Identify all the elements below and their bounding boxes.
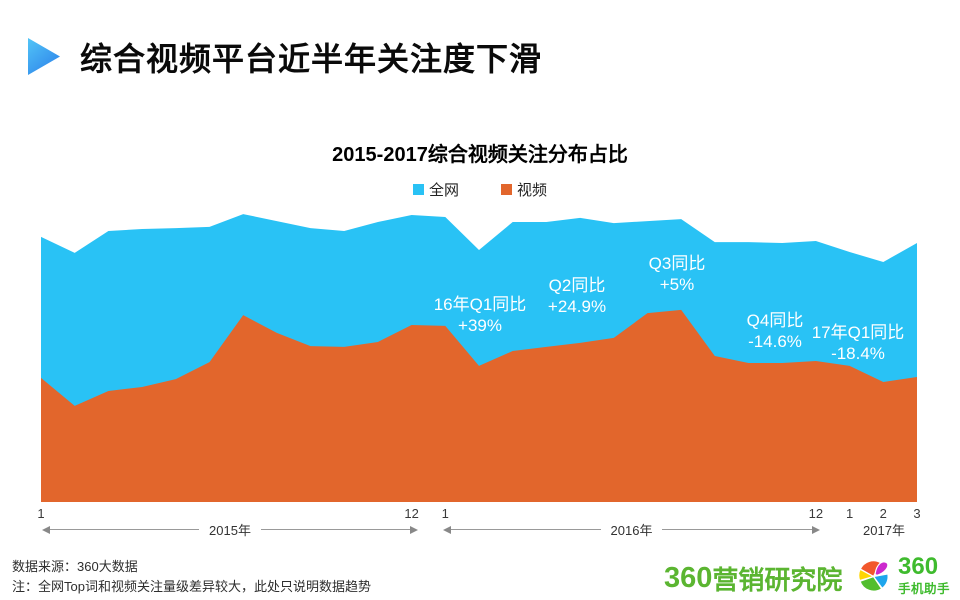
annotation: 17年Q1同比 -18.4% xyxy=(811,323,905,363)
chart-legend: 全网 视频 xyxy=(0,179,960,200)
disclaimer-note: 注：全网Top词和视频关注量级差异较大，此处只说明数据趋势 xyxy=(12,579,371,594)
arrow-left-icon xyxy=(42,525,50,534)
x-tick-label: 12 xyxy=(808,506,824,521)
footer-notes: 数据来源：360大数据 注：全网Top词和视频关注量级差异较大，此处只说明数据趋… xyxy=(12,557,371,597)
x-tick-label: 1 xyxy=(37,506,45,521)
year-label: 2017年 xyxy=(853,520,915,539)
x-tick-label: 12 xyxy=(404,506,419,521)
data-source-note: 数据来源：360大数据 xyxy=(12,559,138,574)
annotation: 16年Q1同比 +39% xyxy=(433,295,527,335)
title-marker-icon xyxy=(28,38,60,75)
area-series-视频 xyxy=(41,309,917,502)
x-tick-label: 1 xyxy=(441,506,449,521)
legend-item-quanwang: 全网 xyxy=(412,179,459,200)
x-axis-ticks: 1 12 1 12 1 2 3 xyxy=(37,506,921,522)
x-tick-label: 3 xyxy=(913,506,921,521)
arrow-left-icon xyxy=(443,525,451,534)
arrow-right-icon xyxy=(410,525,418,534)
year-range-2017年: 2017年 xyxy=(848,520,920,539)
year-range-2016年: 2016年 xyxy=(443,520,820,539)
chart-title: 2015-2017综合视频关注分布占比 xyxy=(332,144,628,166)
annotation: Q4同比 -14.6% xyxy=(746,311,804,351)
logo-360-mobile-assistant: 360 手机助手 xyxy=(857,553,951,597)
year-label: 2015年 xyxy=(199,520,261,539)
legend-item-shipin: 视频 xyxy=(501,179,547,200)
legend-label: 全网 xyxy=(428,182,459,199)
legend-swatch-blue-icon xyxy=(412,184,424,195)
logo-assistant-sub-text: 手机助手 xyxy=(898,582,951,596)
annotation: Q3同比 +5% xyxy=(648,254,706,294)
page-title: 综合视频平台近半年关注度下滑 xyxy=(80,41,543,77)
arrow-right-icon xyxy=(812,525,820,534)
logo-assistant-360-text: 360 xyxy=(898,553,939,580)
annotation: Q2同比 +24.9% xyxy=(547,276,607,316)
logo-360-text: 360 xyxy=(664,562,713,594)
area-chart: 16年Q1同比 +39% Q2同比 +24.9% Q3同比 +5% Q4同比 -14.6% 17… xyxy=(41,210,917,502)
logo-360-research: 360 营销研究院 xyxy=(664,560,842,597)
x-tick-label: 2 xyxy=(879,506,887,521)
x-tick-label: 1 xyxy=(845,506,854,521)
legend-swatch-orange-icon xyxy=(501,184,512,195)
x-axis-year-groups: 2015年 2016年 2017年 xyxy=(0,520,960,539)
pinwheel-logo-icon xyxy=(858,560,889,592)
year-label: 2016年 xyxy=(600,520,663,539)
logo-research-text: 营销研究院 xyxy=(712,565,843,595)
legend-label: 视频 xyxy=(517,182,548,199)
year-range-2015年: 2015年 xyxy=(42,520,418,539)
